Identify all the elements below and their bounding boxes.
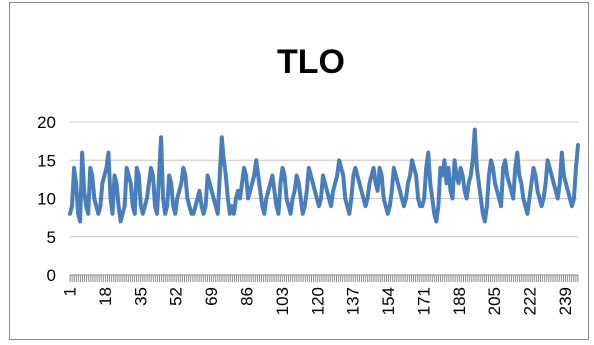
x-tick-label: 86: [237, 287, 256, 306]
y-tick-label: 5: [47, 228, 56, 247]
x-axis: [69, 275, 579, 282]
x-tick-label: 205: [485, 287, 504, 315]
chart-frame: TLO 0 5 10 15 20 1 18 35 52 69 86 103 120 137 154 171 1…: [9, 2, 589, 340]
x-tick-label: 137: [344, 287, 363, 315]
series-line-0: [68, 127, 580, 224]
x-tick-label: 52: [167, 287, 186, 306]
x-axis-tick-labels: 1 18 35 52 69 86 103 120 137 154 171 188 205 222 239: [61, 287, 576, 315]
y-axis-tick-labels: 0 5 10 15 20: [37, 113, 56, 285]
x-tick-label: 188: [450, 287, 469, 315]
chart-title: TLO: [277, 43, 345, 81]
y-tick-label: 0: [47, 266, 56, 285]
x-tick-label: 239: [556, 287, 575, 315]
x-tick-label: 35: [131, 287, 150, 306]
series-layer: [68, 127, 580, 224]
x-tick-label: 103: [273, 287, 292, 315]
y-tick-label: 10: [37, 190, 56, 209]
x-tick-label: 69: [202, 287, 221, 306]
x-tick-label: 222: [521, 287, 540, 315]
x-tick-label: 171: [414, 287, 433, 315]
y-tick-label: 20: [37, 113, 56, 132]
x-tick-label: 120: [308, 287, 327, 315]
x-tick-label: 154: [379, 287, 398, 315]
x-tick-label: 18: [96, 287, 115, 306]
y-tick-label: 15: [37, 151, 56, 170]
x-tick-label: 1: [61, 287, 80, 296]
